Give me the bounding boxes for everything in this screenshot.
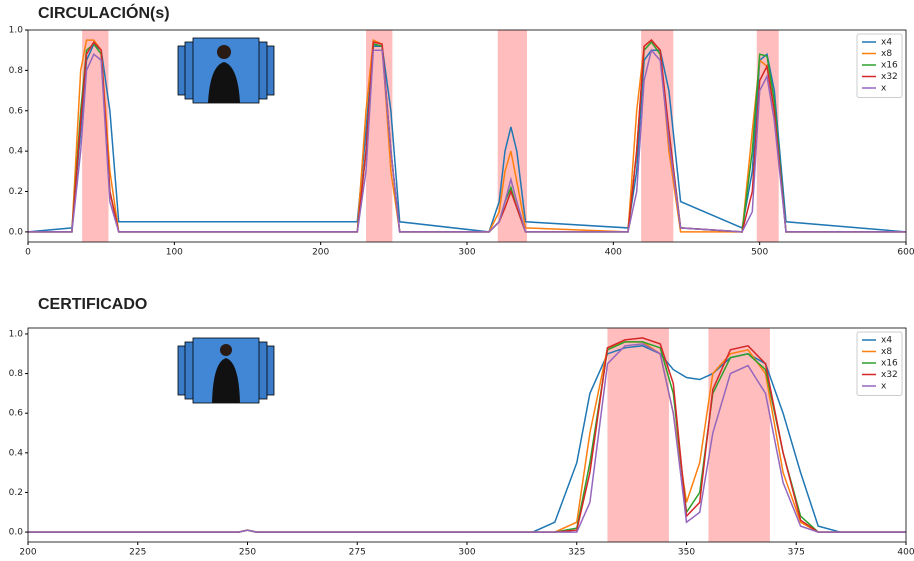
legend-label: x8 bbox=[881, 49, 892, 59]
legend-label: x16 bbox=[881, 359, 898, 369]
x-tick-label: 350 bbox=[678, 548, 695, 558]
x-tick-label: 300 bbox=[458, 248, 475, 258]
legend-label: x bbox=[881, 84, 887, 94]
y-tick-label: 0.8 bbox=[9, 66, 24, 76]
x-tick-label: 0 bbox=[25, 248, 31, 258]
chart-title: CERTIFICADO bbox=[38, 296, 147, 313]
x-tick-label: 400 bbox=[897, 548, 914, 558]
series-line bbox=[28, 343, 906, 533]
y-tick-label: 0.4 bbox=[9, 448, 24, 458]
y-tick-label: 0.4 bbox=[9, 147, 24, 157]
x-tick-label: 325 bbox=[568, 548, 585, 558]
x-tick-label: 600 bbox=[897, 248, 914, 258]
chart-title: CIRCULACIÓN(s) bbox=[38, 3, 170, 22]
legend-label: x bbox=[881, 382, 887, 392]
x-tick-label: 375 bbox=[788, 548, 805, 558]
y-tick-label: 1.0 bbox=[9, 26, 24, 36]
legend-label: x32 bbox=[881, 72, 898, 82]
y-tick-label: 0.8 bbox=[9, 369, 24, 379]
x-tick-label: 250 bbox=[239, 548, 256, 558]
y-tick-label: 0.0 bbox=[9, 227, 24, 237]
x-tick-label: 400 bbox=[605, 248, 622, 258]
y-tick-label: 0.0 bbox=[9, 528, 24, 538]
series-line bbox=[27, 42, 907, 233]
x-tick-label: 225 bbox=[129, 548, 146, 558]
x-tick-label: 200 bbox=[312, 248, 329, 258]
plot: CERTIFICADO 200 225 250 275 300 325 350 375 400 0.… bbox=[9, 296, 914, 557]
legend-label: x32 bbox=[881, 370, 898, 380]
y-tick-label: 0.6 bbox=[9, 409, 24, 419]
legend-label: x8 bbox=[881, 347, 892, 357]
x-tick-label: 275 bbox=[349, 548, 366, 558]
x-tick-label: 100 bbox=[166, 248, 183, 258]
x-tick-label: 500 bbox=[751, 248, 768, 258]
legend-box bbox=[856, 331, 903, 396]
y-tick-label: 1.0 bbox=[9, 329, 24, 339]
y-tick-label: 0.2 bbox=[9, 187, 23, 197]
legend-label: x16 bbox=[881, 61, 898, 71]
thumbnail bbox=[177, 37, 275, 104]
legend-label: x4 bbox=[881, 38, 892, 48]
legend-box bbox=[856, 33, 903, 98]
series-line bbox=[28, 48, 906, 233]
legend-label: x4 bbox=[881, 336, 892, 346]
y-tick-label: 0.6 bbox=[9, 106, 24, 116]
x-tick-label: 200 bbox=[19, 548, 36, 558]
highlight-span bbox=[708, 328, 770, 542]
plot: CIRCULACIÓN(s) 0 100 200 300 400 500 600 0.0 0.2 0… bbox=[9, 3, 914, 257]
highlight-span bbox=[607, 328, 669, 542]
y-tick-label: 0.2 bbox=[9, 488, 23, 498]
x-tick-label: 300 bbox=[458, 548, 475, 558]
thumbnail bbox=[177, 337, 275, 404]
